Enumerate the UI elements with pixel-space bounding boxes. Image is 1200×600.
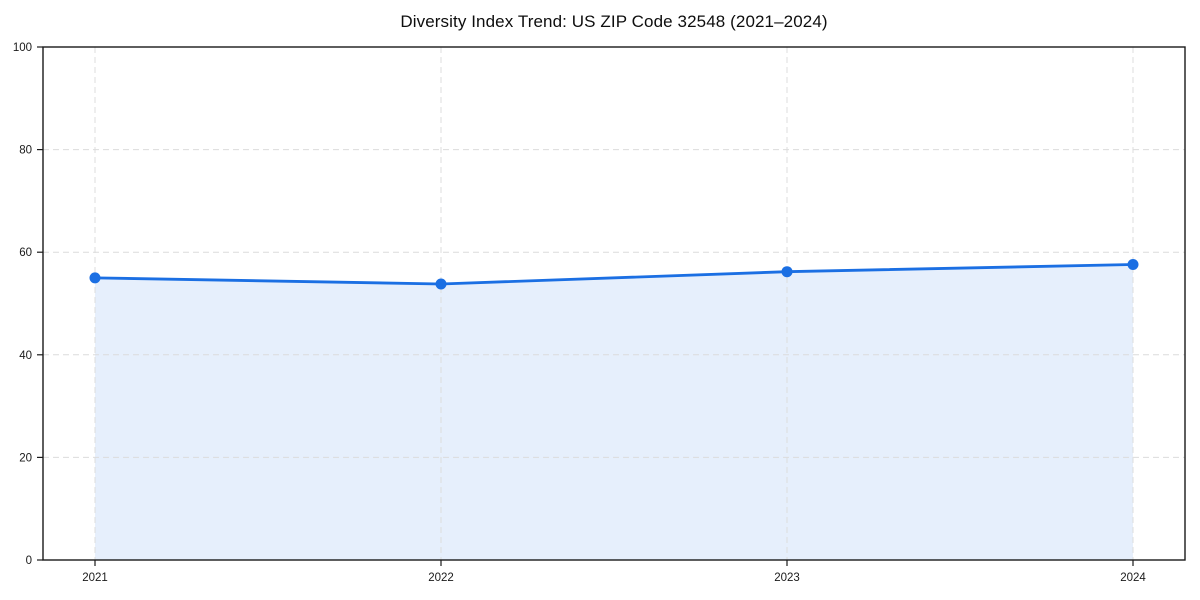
area-fill xyxy=(95,264,1133,560)
data-point-2021 xyxy=(89,272,101,284)
x-tick-label: 2024 xyxy=(1120,572,1146,584)
y-tick-label: 100 xyxy=(13,42,32,54)
y-tick-label: 60 xyxy=(19,247,32,259)
data-point-2023 xyxy=(781,266,793,278)
data-point-2022 xyxy=(435,278,447,290)
x-tick-label: 2022 xyxy=(428,572,454,584)
y-tick-label: 20 xyxy=(19,452,32,464)
y-tick-label: 80 xyxy=(19,145,32,157)
chart-title: Diversity Index Trend: US ZIP Code 32548… xyxy=(400,12,828,31)
y-tick-label: 0 xyxy=(26,555,32,567)
trend-line xyxy=(93,263,1135,286)
x-tick-label: 2023 xyxy=(774,572,800,584)
y-tick-label: 40 xyxy=(19,350,32,362)
data-point-2024 xyxy=(1127,259,1139,271)
plot-border xyxy=(42,46,1186,561)
x-tick-label: 2021 xyxy=(82,572,108,584)
